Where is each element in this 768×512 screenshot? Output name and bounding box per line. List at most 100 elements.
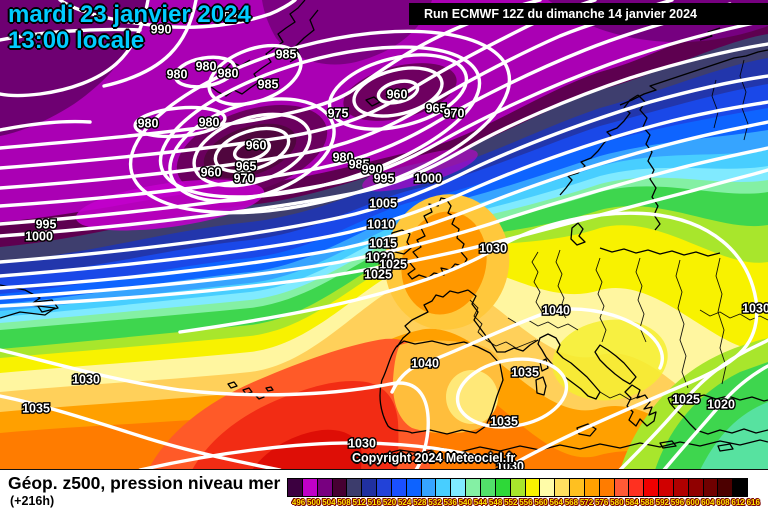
scale-value: 556	[519, 498, 533, 507]
pressure-label: 995	[224, 10, 245, 24]
scale-value: 504	[322, 498, 336, 507]
scale-cell-592	[644, 478, 660, 497]
scale-value: 532	[428, 498, 442, 507]
scale-value: 568	[564, 498, 579, 507]
pressure-label: 980	[138, 117, 159, 131]
scale-value: 580	[610, 498, 624, 507]
scale-cell-608	[703, 478, 719, 497]
pressure-label: 1025	[364, 268, 392, 282]
scale-value: 592	[655, 498, 669, 507]
scale-value: 616	[746, 498, 760, 507]
scale-value: 612	[731, 498, 745, 507]
pressure-label: 1030	[479, 242, 507, 256]
scale-cell-520	[377, 478, 392, 497]
pressure-label: 985	[349, 158, 370, 172]
scale-cell-512	[347, 478, 363, 497]
pressure-label: 980	[333, 151, 354, 165]
pressure-label: 1030	[72, 373, 100, 387]
pressure-label: 990	[362, 163, 383, 177]
pressure-label: 960	[387, 88, 408, 102]
scale-cell-532	[421, 478, 437, 497]
scale-cell-560	[525, 478, 541, 497]
scale-cell-564	[540, 478, 556, 497]
scale-cell-584	[614, 478, 630, 497]
scale-cell-612	[718, 478, 734, 497]
pressure-label: 1020	[366, 251, 394, 265]
copyright-notice: Copyright 2024 Meteociel.fr	[352, 451, 516, 465]
scale-value: 520	[382, 498, 397, 507]
scale-cell-604	[688, 478, 704, 497]
pressure-label: 1025	[672, 393, 700, 407]
pressure-label: 1040	[542, 304, 570, 318]
scale-cell-616	[733, 478, 749, 497]
scale-value: 584	[625, 498, 639, 507]
scale-cell-556	[510, 478, 526, 497]
pressure-label: 1030	[496, 460, 524, 471]
scale-cell-524	[391, 478, 407, 497]
pressure-label: 1015	[369, 237, 397, 251]
scale-cell-568	[555, 478, 571, 497]
pressure-label: 965	[236, 160, 257, 174]
scale-value: 548	[488, 498, 503, 507]
pressure-label: 1035	[490, 415, 518, 429]
scale-value: 508	[337, 498, 351, 507]
pressure-label: 980	[218, 67, 239, 81]
scale-value: 512	[352, 498, 366, 507]
pressure-label: 1020	[707, 398, 735, 412]
scale-value: 608	[716, 498, 730, 507]
scale-cell-504	[317, 478, 333, 497]
scale-cell-552	[495, 478, 511, 497]
map-parameter-title: Géop. z500, pression niveau mer	[8, 473, 281, 493]
scale-value: 540	[458, 498, 472, 507]
model-run-info: Run ECMWF 12Z du dimanche 14 janvier 202…	[409, 3, 768, 25]
pressure-label: 1030	[742, 302, 768, 316]
scale-value: 588	[640, 498, 654, 507]
scale-value: 552	[504, 498, 518, 507]
scale-cell-588	[629, 478, 645, 497]
forecast-lead-time: (+216h)	[10, 494, 55, 508]
pressure-label: 980	[167, 68, 188, 82]
scale-value: 516	[367, 498, 382, 507]
scale-cell-576	[584, 478, 600, 497]
pressure-label: 1000	[414, 172, 442, 186]
scale-cell-572	[570, 478, 585, 497]
pressure-label: 980	[199, 116, 220, 130]
pressure-label: 1000	[25, 230, 53, 244]
forecast-date-line1: mardi 23 janvier 2024	[8, 1, 251, 28]
scale-cell-496	[287, 478, 303, 497]
pressure-label: 1035	[511, 366, 539, 380]
pressure-isobars	[0, 0, 768, 470]
pressure-label: 985	[276, 48, 297, 62]
pressure-label: 1040	[411, 357, 439, 371]
forecast-date-line2: 13:00 locale	[8, 27, 145, 54]
scale-value: 564	[549, 498, 563, 507]
scale-value: 536	[443, 498, 457, 507]
pressure-label: 980	[196, 60, 217, 74]
scale-cell-500	[302, 478, 318, 497]
pressure-label: 985	[258, 78, 279, 92]
pressure-label: 970	[444, 107, 465, 121]
legend-footer: Géop. z500, pression niveau mer (+216h) …	[0, 469, 768, 512]
scale-cell-596	[659, 478, 674, 497]
pressure-label: 975	[328, 107, 349, 121]
scale-cell-544	[466, 478, 481, 497]
pressure-label: 990	[151, 23, 172, 37]
scale-value: 528	[413, 498, 427, 507]
pressure-label: 1035	[22, 402, 50, 416]
scale-cell-580	[599, 478, 615, 497]
scale-cell-540	[451, 478, 467, 497]
scale-value: 572	[579, 498, 594, 507]
color-scale-values: 496 500 504 508 512 516 520 524 528 532 536 540 544 5…	[291, 498, 761, 510]
scale-value: 596	[670, 498, 685, 507]
pressure-label: 1030	[348, 437, 376, 451]
color-scale-bar	[287, 478, 749, 497]
scale-cell-536	[436, 478, 452, 497]
scale-value: 560	[534, 498, 548, 507]
scale-value: 604	[701, 498, 715, 507]
scale-cell-600	[673, 478, 689, 497]
pressure-label: 970	[234, 172, 255, 186]
pressure-label: 1025	[379, 258, 407, 272]
